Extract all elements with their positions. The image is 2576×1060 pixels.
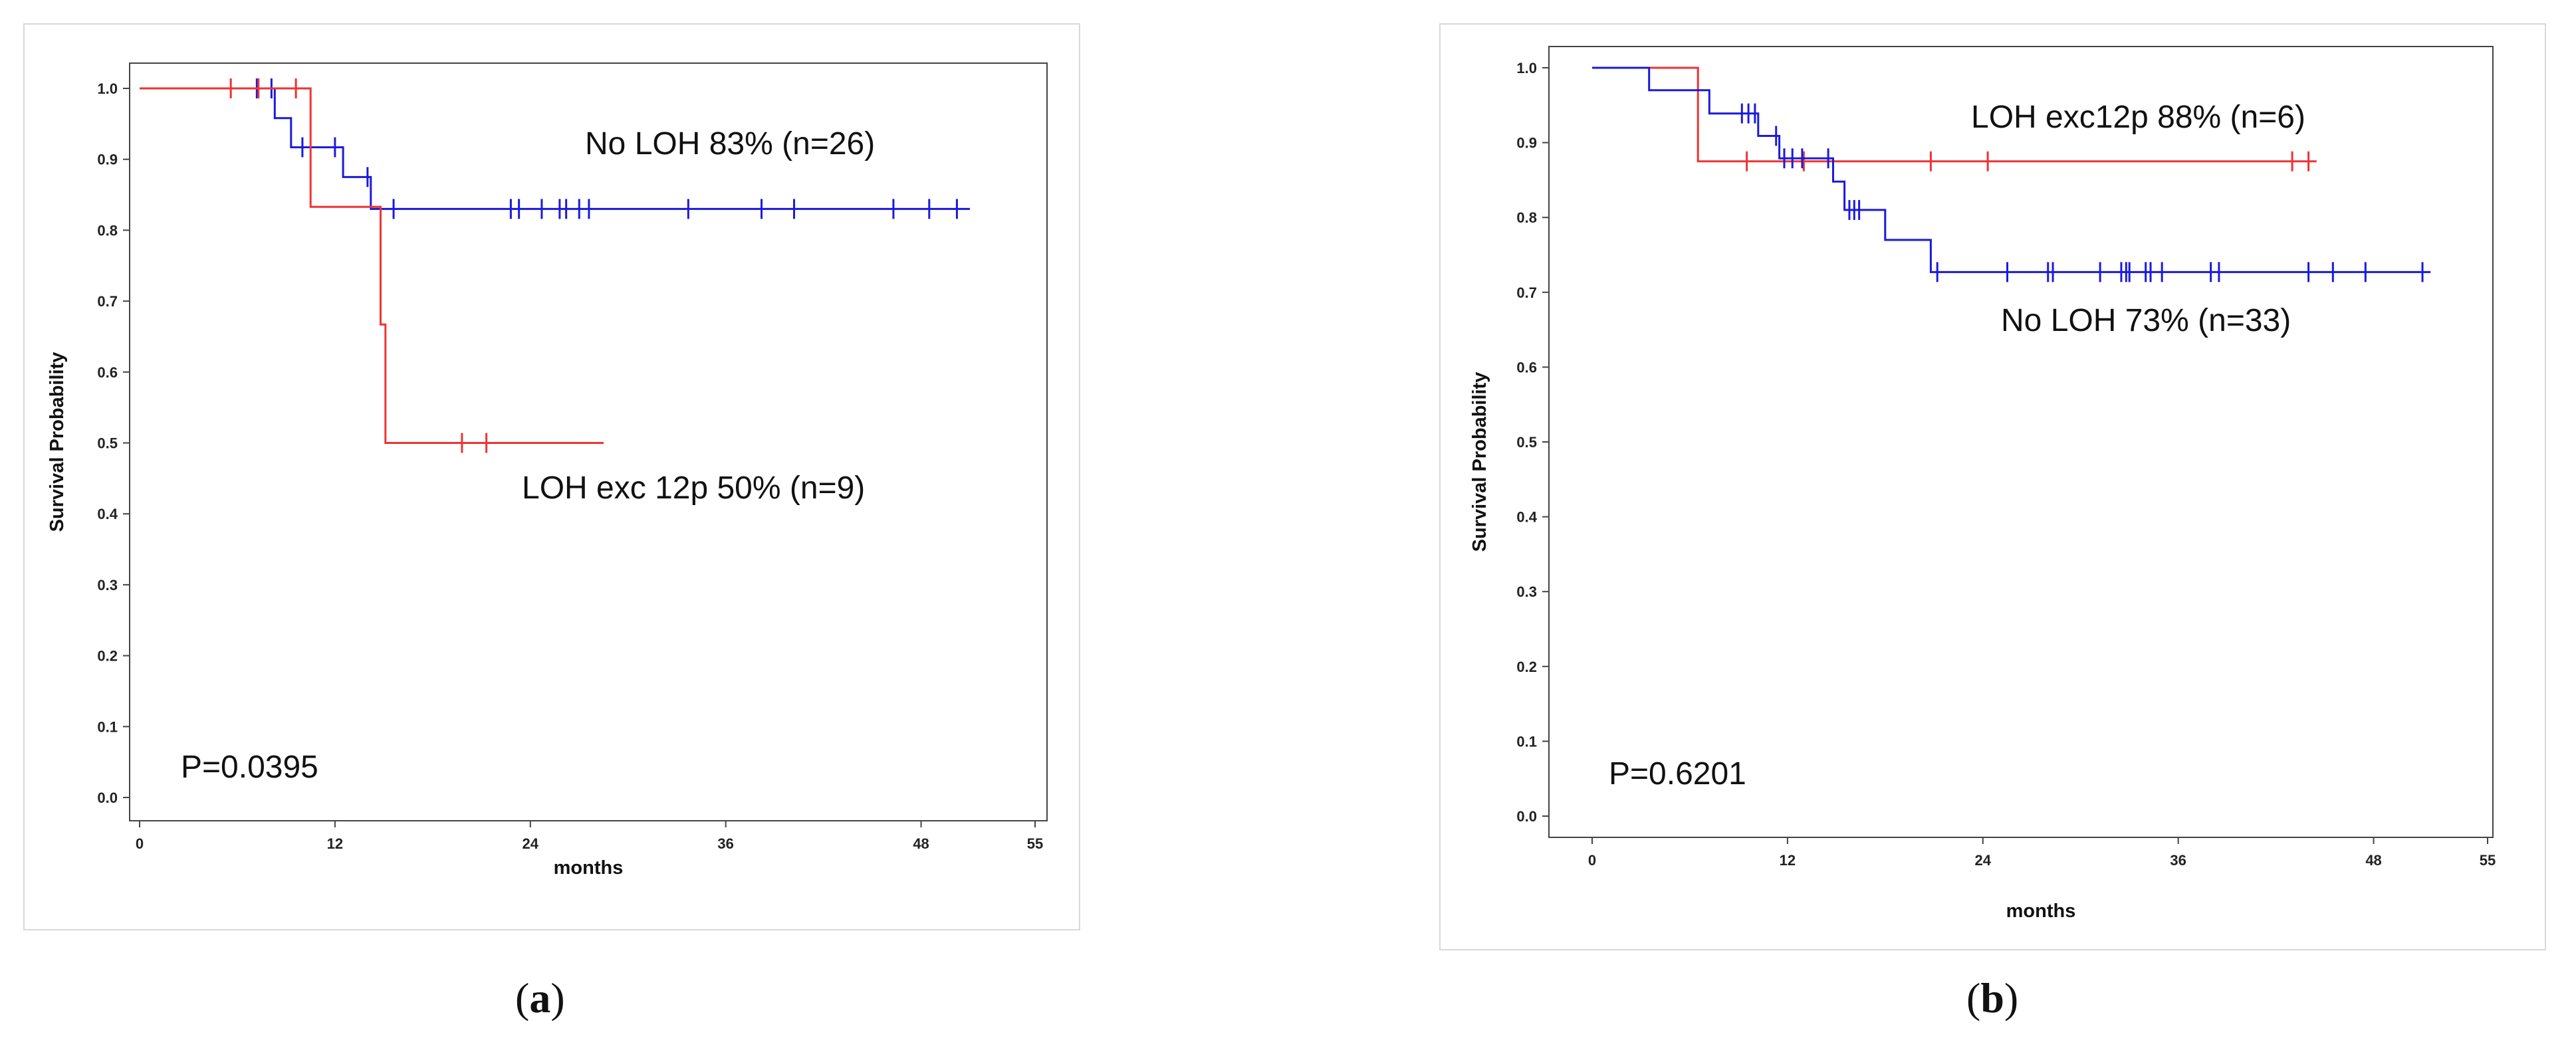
chart-a-ylabel: Survival Probability [47,352,68,532]
chart-b-ytick-label-3: 0.3 [1516,583,1537,600]
chart-a-annotation-loh: LOH exc 12p 50% (n=9) [522,471,865,506]
chart-a-plot-area [129,62,1048,821]
chart-b-xtick-label-0: 0 [1588,852,1596,869]
chart-a-ytick-label-2: 0.2 [97,648,118,665]
panel-b-frame [1439,23,2546,950]
chart-b-plot-area [1548,46,2494,838]
chart-b-p-value: P=0.6201 [1609,756,1746,792]
chart-b-xtick-label-5: 55 [2480,852,2496,869]
chart-a-xtick-label-4: 48 [913,835,929,852]
chart-a-xtick-label-1: 12 [327,835,343,852]
chart-b-ytick-label-10: 1.0 [1516,60,1537,76]
chart-a-ytick-label-4: 0.4 [97,506,118,522]
chart-b-series-1-line [1592,66,2431,273]
chart-a-p-value: P=0.0395 [181,750,318,785]
chart-a-xtick-label-2: 24 [523,835,539,852]
chart-b-ytick-label-2: 0.2 [1516,659,1537,675]
chart-a-xtick-label-3: 36 [717,835,733,852]
chart-b-xtick-label-1: 12 [1780,852,1796,869]
panel-b-caption-letter: b [1980,974,2004,1021]
chart-b-ytick-label-8: 0.8 [1516,209,1537,226]
chart-a-series-1-line [140,87,604,444]
panel-a-caption: (a) [515,974,565,1021]
chart-a-xlabel: months [554,857,624,879]
chart-b-ylabel: Survival Probability [1469,372,1490,552]
panel-a-caption-letter: a [529,974,551,1021]
chart-a-ytick-label-6: 0.6 [97,364,118,381]
chart-b-ytick-label-1: 0.1 [1516,733,1537,750]
chart-b-xtick-label-4: 48 [2365,852,2381,869]
chart-a-ytick-label-1: 0.1 [97,718,118,735]
chart-b-xtick-label-2: 24 [1975,852,1992,869]
chart-a-ytick-label-7: 0.7 [97,293,118,310]
chart-a-xtick-label-5: 55 [1027,835,1043,852]
chart-b-xlabel: months [2006,901,2076,922]
chart-b-ytick-label-4: 0.4 [1516,509,1537,526]
chart-a-ytick-label-9: 0.9 [97,152,118,168]
chart-a-xtick-label-0: 0 [136,835,144,852]
panel-b-caption: (b) [1966,974,2019,1021]
chart-a-ytick-label-5: 0.5 [97,435,118,452]
chart-b-xtick-label-3: 36 [2170,852,2186,869]
chart-b-ytick-label-6: 0.6 [1516,359,1537,375]
chart-b-annotation-no-loh: No LOH 73% (n=33) [2001,303,2291,338]
chart-b-ytick-label-7: 0.7 [1516,284,1537,301]
panel-a-frame [23,23,1080,930]
chart-a-annotation-no-loh: No LOH 83% (n=26) [585,126,875,161]
chart-b-ytick-label-5: 0.5 [1516,434,1537,451]
chart-b-ytick-label-9: 0.9 [1516,135,1537,152]
chart-b-ytick-label-0: 0.0 [1516,808,1537,825]
chart-a-ytick-label-3: 0.3 [97,577,118,593]
chart-b-annotation-loh: LOH exc12p 88% (n=6) [1971,100,2305,135]
chart-a-ytick-label-0: 0.0 [97,790,118,806]
chart-a-ytick-label-10: 1.0 [97,80,118,97]
chart-a-ytick-label-8: 0.8 [97,222,118,239]
chart-a-series-0-line [140,87,970,210]
